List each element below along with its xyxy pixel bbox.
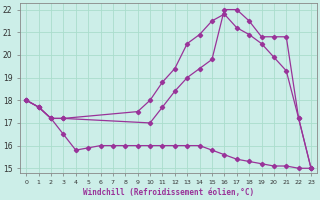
- X-axis label: Windchill (Refroidissement éolien,°C): Windchill (Refroidissement éolien,°C): [83, 188, 254, 197]
